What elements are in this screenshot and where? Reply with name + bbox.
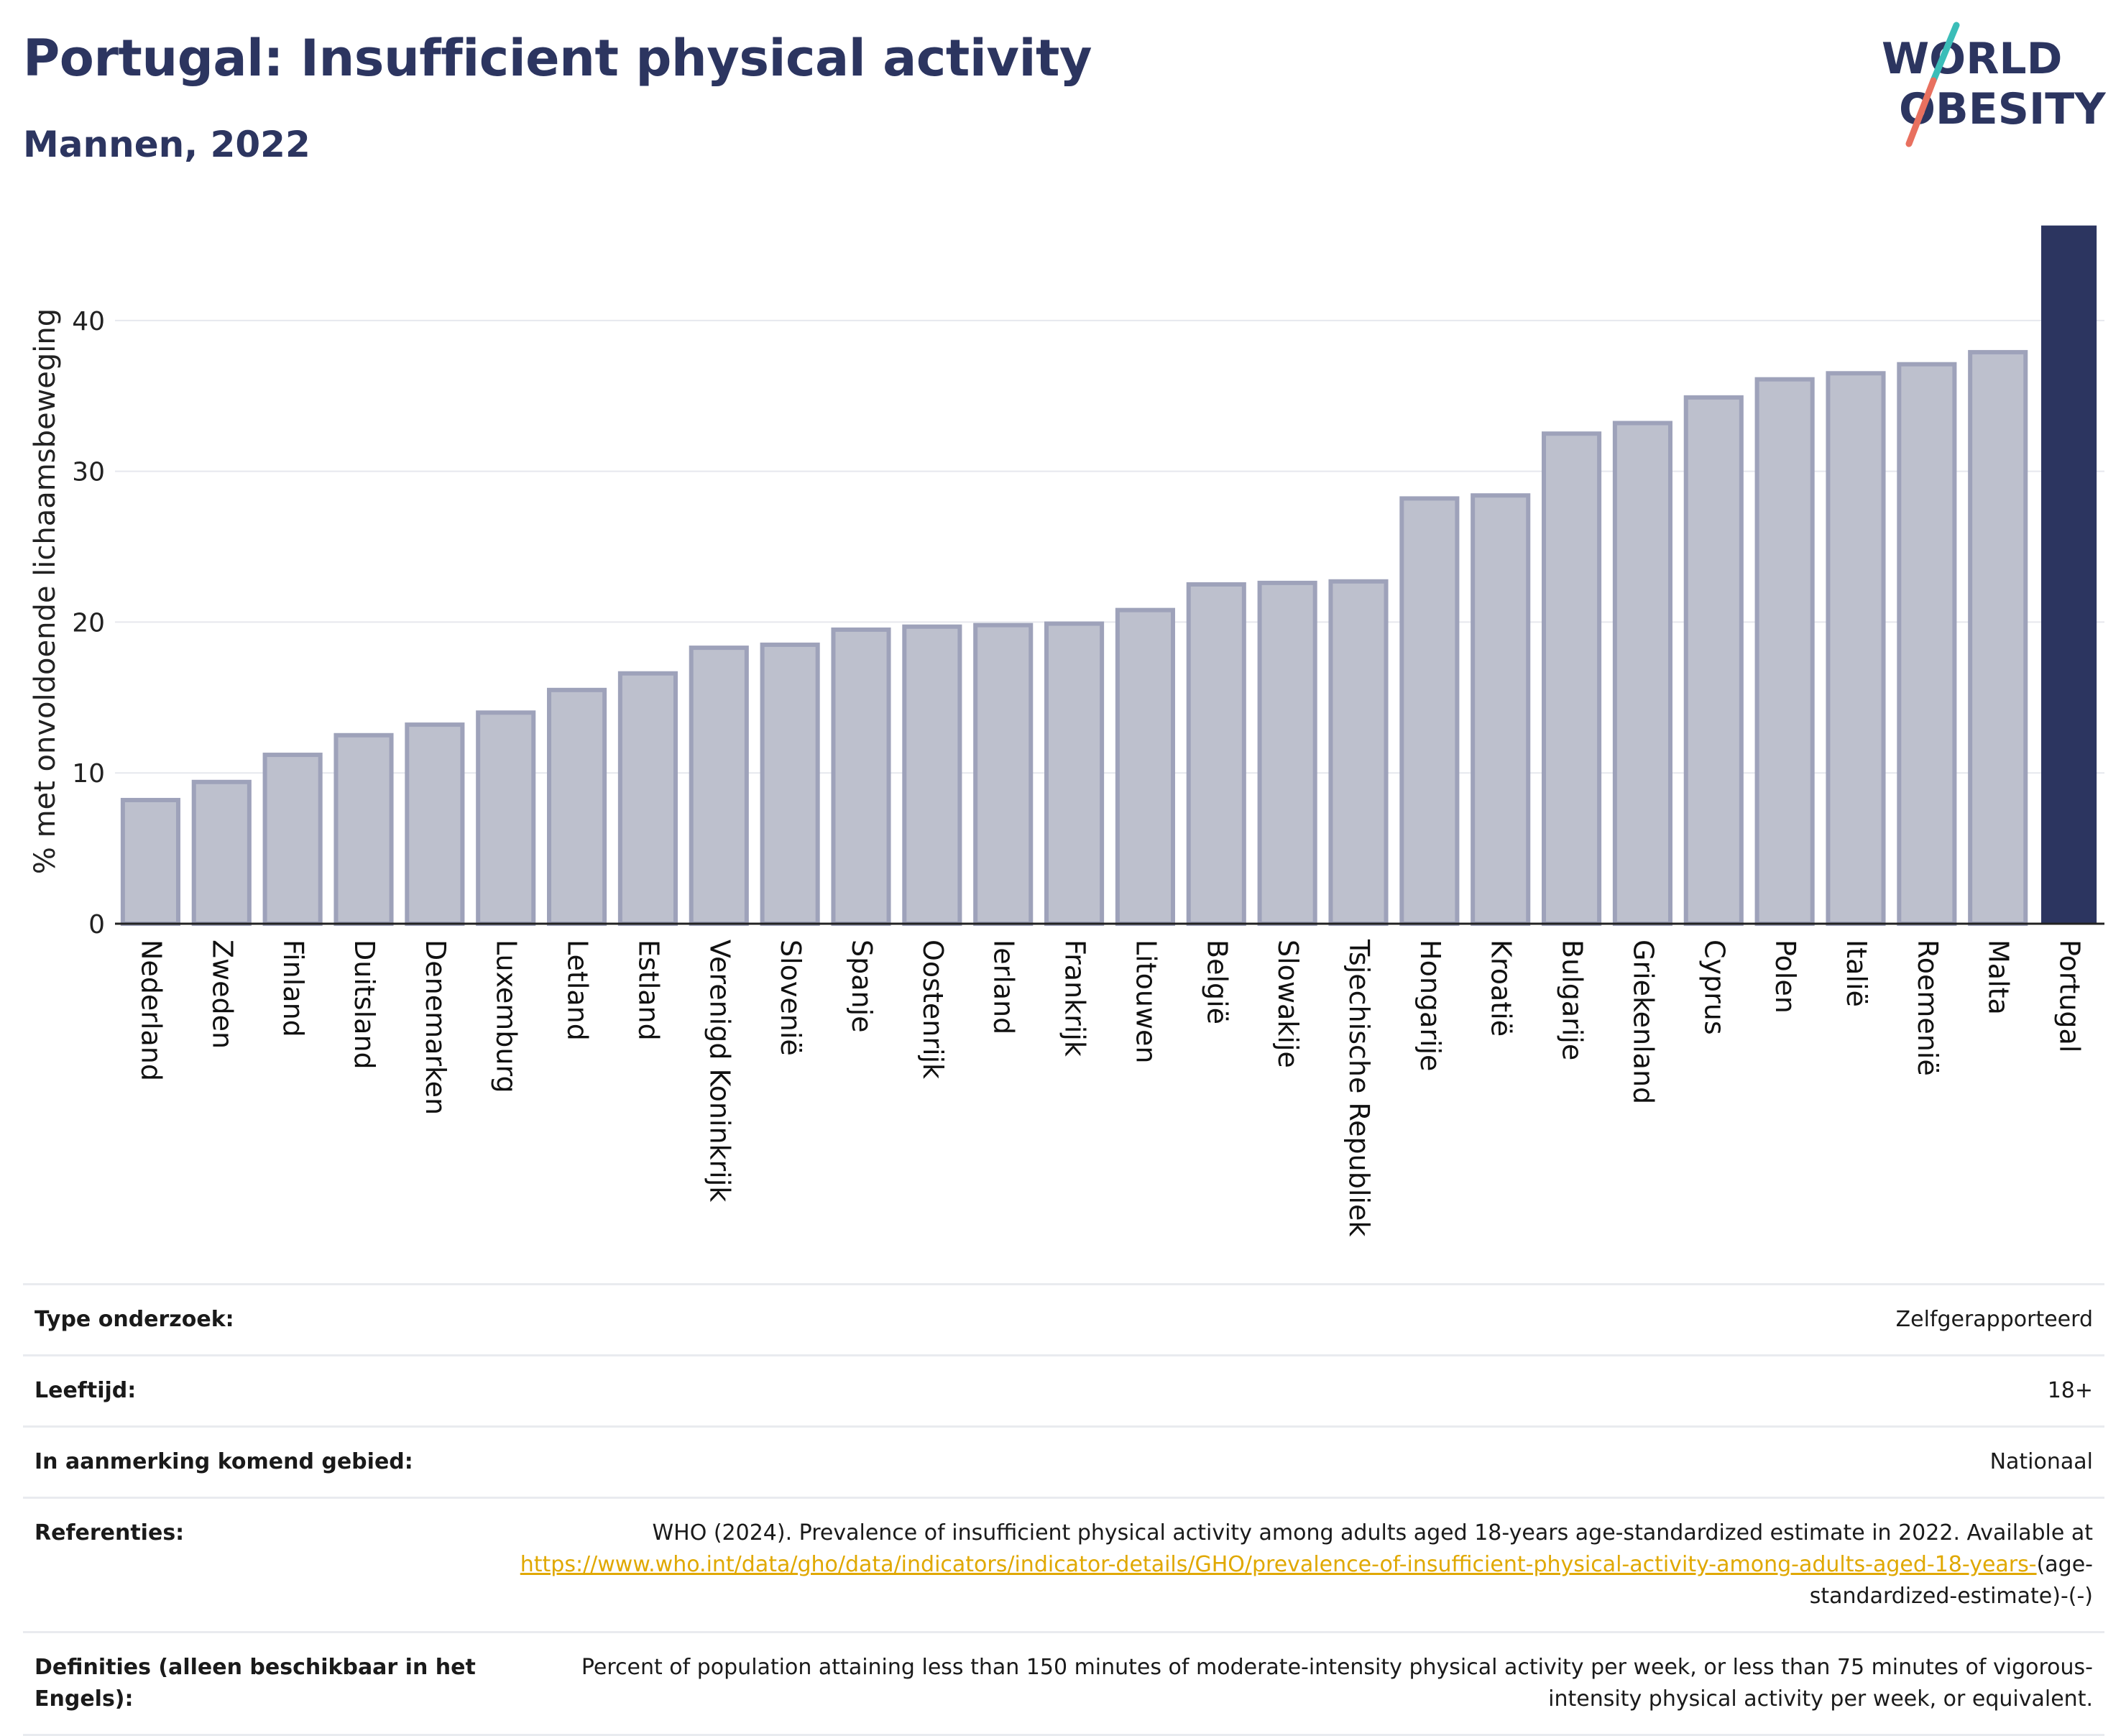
area-label: In aanmerking komend gebied: [34, 1449, 413, 1474]
logo-slash-coral [1905, 77, 1937, 147]
x-tick-label: Letland [562, 940, 594, 1041]
references-label: Referenties: [34, 1520, 185, 1546]
x-tick-label: Kroatië [1486, 940, 1517, 1037]
x-tick-label: Litouwen [1130, 940, 1161, 1064]
bar [333, 732, 394, 926]
world-obesity-logo: WORLD OBESITY [1882, 22, 2106, 147]
x-tick-label: Luxemburg [491, 940, 523, 1093]
bar [1542, 431, 1602, 926]
x-tick-label: Denemarken [420, 940, 451, 1115]
age-value: 18+ [2047, 1378, 2093, 1403]
x-tick-label: Ierland [988, 940, 1020, 1034]
info-row-definitions: Definities (alleen beschikbaar in het En… [23, 1631, 2104, 1736]
y-tick-label: 40 [72, 307, 105, 336]
info-row-references: Referenties: WHO (2024). Prevalence of i… [23, 1497, 2104, 1631]
x-tick-label: Slovenië [775, 940, 806, 1056]
bar [1399, 496, 1460, 927]
x-tick-label: Polen [1770, 940, 1801, 1014]
definitions-label: Definities (alleen beschikbaar in het En… [34, 1655, 476, 1712]
definitions-value: Percent of population attaining less tha… [581, 1655, 2093, 1712]
bar [1186, 582, 1246, 926]
x-tick-label: Frankrijk [1059, 940, 1091, 1057]
x-tick-label: Slowakije [1272, 940, 1304, 1068]
bar [1328, 579, 1389, 926]
bar [760, 642, 820, 926]
bar [1683, 395, 1744, 926]
x-tick-label: Duitsland [349, 940, 380, 1070]
x-tick-label: Zweden [206, 940, 238, 1049]
bar [547, 687, 607, 927]
bar [1826, 371, 1886, 927]
y-tick-label: 30 [72, 458, 105, 487]
y-tick-label: 0 [88, 910, 105, 940]
bar [191, 779, 252, 926]
x-tick-label: Oostenrijk [917, 940, 949, 1079]
x-tick-label: Bulgarije [1557, 940, 1588, 1060]
x-tick-label: Hongarije [1414, 940, 1446, 1071]
bar [1897, 362, 1957, 926]
info-table: Type onderzoek: Zelfgerapporteerd Leefti… [23, 1283, 2104, 1736]
info-row-age: Leeftijd: 18+ [23, 1354, 2104, 1425]
info-row-area: In aanmerking komend gebied: Nationaal [23, 1425, 2104, 1497]
y-tick-label: 10 [72, 759, 105, 789]
x-tick-label: Malta [1983, 940, 2015, 1015]
x-tick-label: Cyprus [1698, 940, 1730, 1035]
references-value: WHO (2024). Prevalence of insufficient p… [512, 1517, 2093, 1612]
chart-subtitle: Mannen, 2022 [23, 124, 310, 165]
x-tick-label: Italië [1841, 940, 1872, 1007]
bar [476, 710, 536, 926]
bar [405, 722, 465, 927]
y-axis-label: % met onvoldoende lichaamsbeweging [29, 308, 62, 874]
logo-line1: WORLD [1882, 34, 2062, 84]
bar [2041, 225, 2097, 924]
bar [1044, 621, 1105, 926]
logo-slash-teal [1930, 22, 1960, 84]
bar [617, 671, 678, 926]
bar [1257, 580, 1317, 926]
chart-title: Portugal: Insufficient physical activity [23, 29, 1092, 88]
bar [1612, 421, 1672, 926]
bar [902, 624, 962, 926]
survey-value: Zelfgerapporteerd [1895, 1307, 2093, 1332]
bar [1115, 607, 1175, 926]
x-tick-label: Estland [632, 940, 664, 1041]
bar [689, 646, 749, 926]
logo-line2: OBESITY [1899, 84, 2106, 134]
references-link[interactable]: https://www.who.int/data/gho/data/indica… [520, 1552, 2037, 1577]
x-tick-label: Griekenland [1627, 940, 1659, 1104]
references-tail: (age-standardized-estimate)-(-) [1809, 1552, 2093, 1609]
area-value: Nationaal [1989, 1449, 2093, 1474]
bar [262, 753, 323, 926]
x-tick-label: Finland [277, 940, 309, 1037]
bar [831, 627, 891, 926]
x-tick-label: Spanje [846, 940, 878, 1033]
references-text: WHO (2024). Prevalence of insufficient p… [652, 1520, 2093, 1546]
x-tick-label: Roemenië [1912, 940, 1943, 1076]
bar [120, 797, 180, 927]
bar-chart: 0 10 20 30 40 % met onvoldoende lichaamsbeweg… [29, 225, 2104, 1236]
age-label: Leeftijd: [34, 1378, 137, 1403]
x-tick-label: Nederland [135, 940, 167, 1081]
bar [1471, 493, 1531, 926]
survey-label: Type onderzoek: [34, 1307, 234, 1332]
x-tick-label: Tsjechische Republiek [1343, 939, 1375, 1236]
x-tick-label: België [1201, 940, 1233, 1024]
x-tick-label: Portugal [2054, 940, 2086, 1052]
info-row-survey: Type onderzoek: Zelfgerapporteerd [23, 1283, 2104, 1354]
bar [973, 623, 1034, 926]
y-tick-label: 20 [72, 608, 105, 638]
x-tick-label: Verenigd Koninkrijk [704, 940, 735, 1202]
bar [1968, 349, 2028, 927]
bar [1754, 377, 1815, 927]
